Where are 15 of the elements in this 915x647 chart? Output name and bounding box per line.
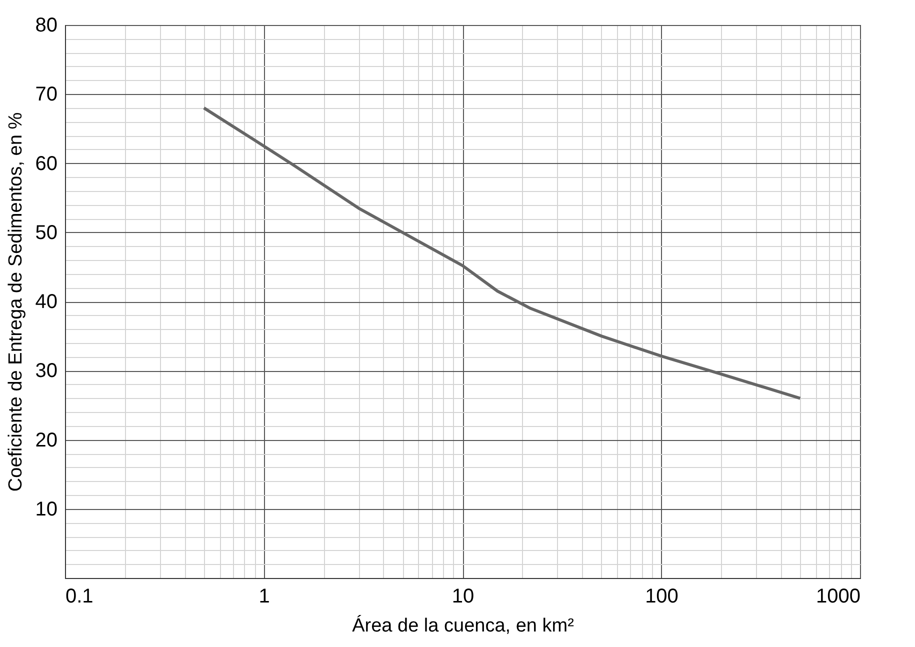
x-tick-label: 10 [452,586,474,608]
y-tick-label: 30 [35,360,58,382]
y-tick-label: 60 [35,152,58,175]
y-tick-label: 70 [35,84,58,106]
y-tick-label: 10 [35,498,58,520]
y-tick-label: 40 [35,291,58,313]
x-tick-label: 0.1 [66,586,94,608]
x-tick-label: 100 [645,586,678,608]
y-tick-label: 80 [35,14,58,36]
y-tick-label: 20 [35,429,58,452]
y-axis-title: Coeficiente de Entrega de Sedimentos, en % [5,112,26,492]
x-tick-label: 1000 [816,586,860,608]
x-axis-title: Área de la cuenca, en km² [352,614,574,636]
y-tick-label: 50 [35,222,58,244]
x-tick-label: 1 [258,586,270,608]
